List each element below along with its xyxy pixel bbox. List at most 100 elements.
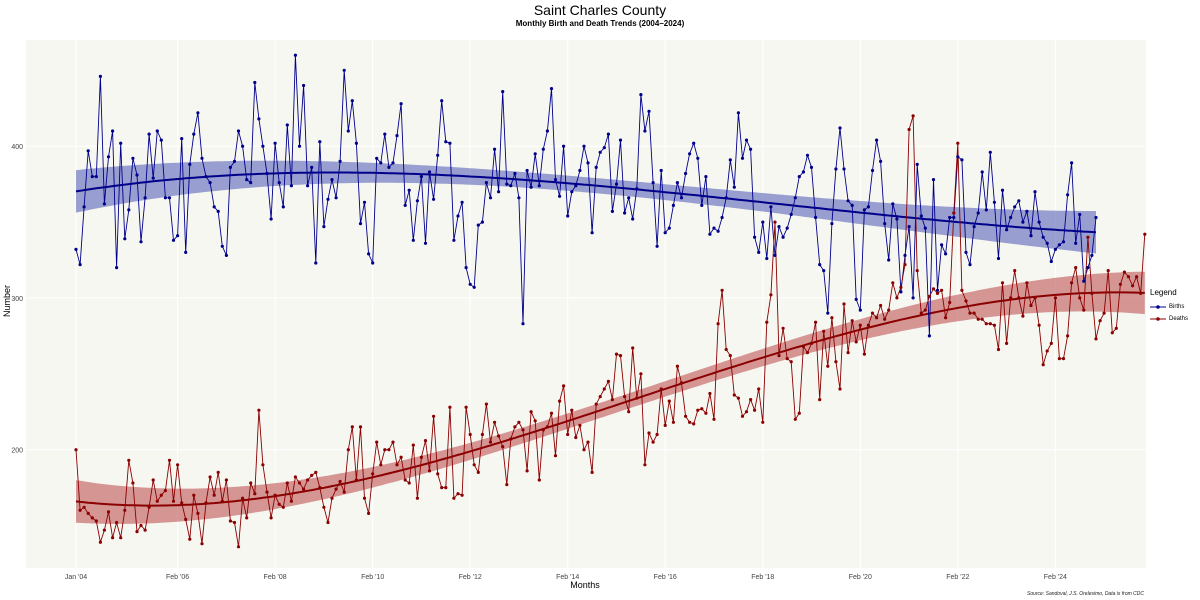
data-point-deaths <box>858 323 862 327</box>
data-point-deaths <box>517 420 521 424</box>
data-point-deaths <box>712 417 716 421</box>
data-point-deaths <box>915 269 919 273</box>
data-point-deaths <box>432 414 436 418</box>
data-point-deaths <box>216 470 220 474</box>
data-point-births <box>208 181 212 185</box>
data-point-deaths <box>123 508 127 512</box>
data-point-deaths <box>529 410 533 414</box>
data-point-births <box>773 253 777 257</box>
data-point-deaths <box>167 458 172 462</box>
data-point-births <box>427 170 432 174</box>
data-point-deaths <box>297 481 302 485</box>
data-point-births <box>476 223 480 227</box>
y-tick-label: 400 <box>11 144 23 151</box>
data-point-deaths <box>793 417 797 421</box>
data-point-deaths <box>411 443 415 447</box>
data-point-deaths <box>310 473 314 477</box>
data-point-deaths <box>911 114 915 118</box>
data-point-deaths <box>163 489 167 493</box>
data-point-deaths <box>326 520 330 525</box>
data-point-births <box>460 200 464 204</box>
data-point-deaths <box>903 263 907 267</box>
chart-title: Saint Charles County <box>533 2 667 18</box>
data-point-deaths <box>497 434 501 438</box>
data-point-births <box>996 256 1001 261</box>
data-point-deaths <box>395 463 399 467</box>
data-point-births <box>106 155 111 159</box>
x-tick-label: Feb '16 <box>654 574 677 581</box>
data-point-births <box>862 208 867 212</box>
data-point-births <box>192 132 196 136</box>
data-point-deaths <box>265 490 269 494</box>
data-point-births <box>505 182 509 186</box>
data-point-deaths <box>777 354 781 358</box>
data-point-deaths <box>334 487 338 491</box>
x-axis-ticks: Jan '04 Feb '06 Feb '08 Feb '10 Feb '12 Feb '… <box>65 574 1067 581</box>
data-point-births <box>712 226 716 230</box>
data-point-deaths <box>74 448 78 452</box>
data-point-deaths <box>127 458 131 462</box>
data-point-births <box>167 196 172 200</box>
data-point-births <box>444 140 448 144</box>
data-point-births <box>289 184 293 188</box>
data-point-births <box>761 220 765 224</box>
data-point-deaths <box>594 402 598 406</box>
data-point-births <box>704 175 708 179</box>
data-point-deaths <box>675 364 680 368</box>
data-point-deaths <box>545 425 550 429</box>
data-point-deaths <box>907 127 911 132</box>
data-point-deaths <box>602 387 606 391</box>
data-point-births <box>728 158 732 162</box>
data-point-deaths <box>354 478 358 482</box>
data-point-deaths <box>1070 281 1074 285</box>
data-point-births <box>1021 220 1025 224</box>
data-point-deaths <box>257 408 261 412</box>
data-point-deaths <box>452 496 456 500</box>
data-point-births <box>1078 212 1082 217</box>
data-point-deaths <box>639 372 643 376</box>
data-point-deaths <box>1106 269 1110 273</box>
data-point-births <box>253 80 257 85</box>
data-point-births <box>338 159 342 163</box>
data-point-births <box>362 200 367 204</box>
data-point-births <box>322 225 326 229</box>
data-point-deaths <box>781 326 785 330</box>
data-point-births <box>452 238 456 242</box>
data-point-births <box>310 165 314 169</box>
data-point-deaths <box>862 352 867 356</box>
data-point-deaths <box>749 398 753 402</box>
data-point-deaths <box>996 347 1001 352</box>
data-point-births <box>147 132 151 136</box>
data-point-births <box>464 266 468 270</box>
data-point-deaths <box>744 410 749 414</box>
data-point-deaths <box>801 344 806 349</box>
data-point-deaths <box>895 296 899 300</box>
data-point-births <box>744 138 749 142</box>
data-point-births <box>501 90 505 94</box>
data-point-births <box>143 196 147 200</box>
data-point-births <box>346 129 350 133</box>
data-point-deaths <box>1049 341 1053 345</box>
data-point-deaths <box>1102 311 1106 315</box>
data-point-births <box>180 137 184 141</box>
data-point-births <box>688 152 692 156</box>
data-point-deaths <box>212 493 216 497</box>
data-point-deaths <box>82 505 86 509</box>
legend-key-deaths <box>1150 317 1166 321</box>
data-point-deaths <box>98 540 102 544</box>
data-point-births <box>90 175 94 179</box>
series-line-deaths <box>75 115 1146 547</box>
data-point-deaths <box>846 351 850 355</box>
data-point-births <box>793 196 797 200</box>
data-point-births <box>931 178 936 182</box>
legend-item-deaths: Deaths <box>1150 313 1198 325</box>
data-point-births <box>1045 241 1049 245</box>
data-point-deaths <box>566 432 570 437</box>
data-point-deaths <box>891 281 895 285</box>
data-point-deaths <box>704 411 708 415</box>
data-point-deaths <box>643 463 647 467</box>
data-point-deaths <box>984 322 988 326</box>
data-point-births <box>423 241 428 245</box>
data-point-births <box>318 140 322 144</box>
data-point-deaths <box>785 357 789 361</box>
